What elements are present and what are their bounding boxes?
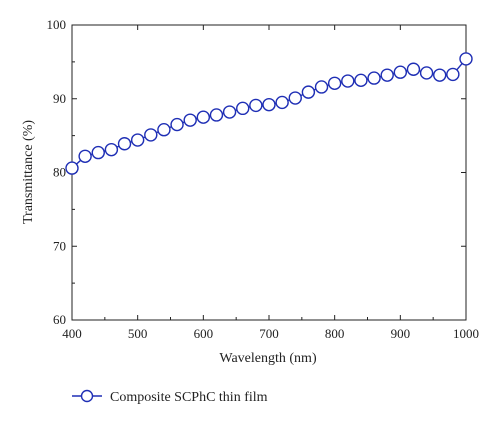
y-tick-label: 80 (53, 165, 66, 180)
data-point (91, 145, 105, 160)
data-point (170, 117, 184, 132)
data-point (183, 113, 197, 127)
data-point (262, 97, 276, 112)
data-point (288, 91, 302, 105)
data-point (446, 67, 460, 82)
data-point (104, 142, 119, 157)
data-point (196, 110, 211, 124)
x-tick-label: 500 (128, 326, 148, 341)
data-point (314, 80, 329, 94)
data-point (459, 52, 473, 66)
y-axis-label: Transmittance (%) (21, 120, 36, 224)
data-point (327, 76, 342, 90)
data-point (78, 149, 92, 163)
data-point (209, 108, 224, 122)
series-line (71, 58, 467, 169)
data-point (354, 73, 368, 88)
y-tick-label: 90 (53, 91, 66, 106)
legend-marker (80, 389, 94, 403)
legend: Composite SCPhC thin film (72, 389, 268, 405)
data-point (144, 128, 158, 142)
y-axis: 60 70 80 90 100 (47, 17, 466, 327)
data-point (419, 66, 434, 80)
data-point (393, 65, 408, 79)
y-tick-label: 100 (47, 17, 67, 32)
data-point (367, 71, 381, 85)
data-point (380, 68, 394, 82)
y-tick-label: 70 (53, 238, 66, 253)
y-tick-label: 60 (53, 312, 66, 327)
data-point (433, 68, 447, 82)
series-layer (65, 52, 473, 175)
x-tick-label: 700 (259, 326, 279, 341)
x-tick-label: 1000 (453, 326, 479, 341)
data-point (157, 123, 171, 137)
data-point (406, 62, 421, 76)
legend-label: Composite SCPhC thin film (110, 390, 268, 405)
data-point (249, 98, 263, 113)
data-point (341, 74, 355, 88)
x-tick-label: 800 (325, 326, 345, 341)
data-point (222, 105, 237, 119)
data-point (117, 137, 132, 151)
data-point (65, 161, 79, 175)
x-axis: 400 500 600 700 800 900 1000 (62, 25, 479, 341)
x-axis-label: Wavelength (nm) (219, 351, 317, 366)
data-point (275, 95, 289, 110)
x-tick-label: 600 (194, 326, 214, 341)
data-point (236, 101, 250, 116)
x-tick-label: 900 (391, 326, 411, 341)
data-point (301, 85, 316, 99)
data-point (130, 133, 145, 147)
x-tick-label: 400 (62, 326, 82, 341)
